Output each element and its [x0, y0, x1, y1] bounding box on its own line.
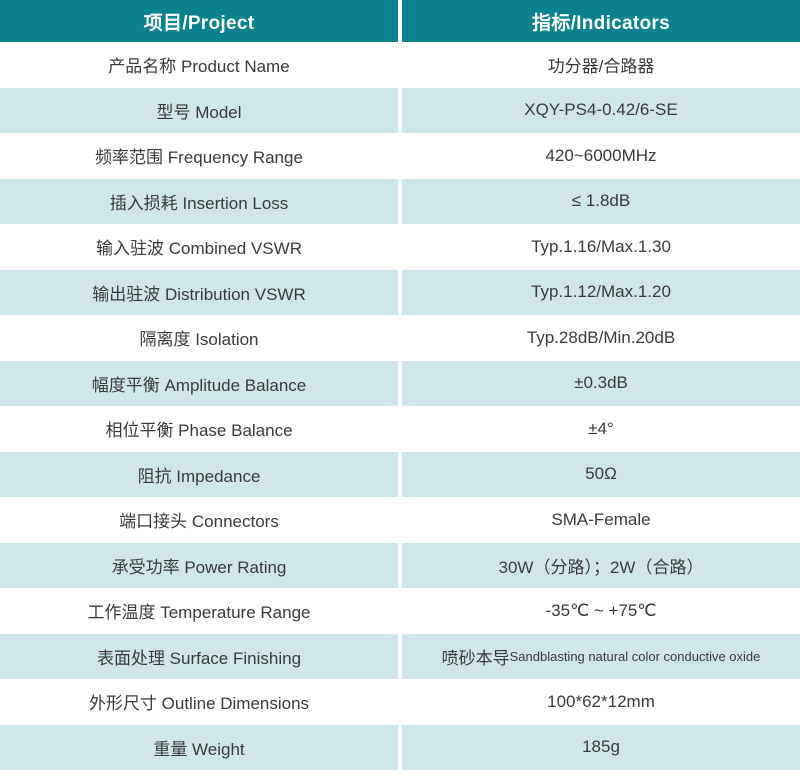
row-value: 420~6000MHz: [402, 133, 800, 179]
row-value: 100*62*12mm: [402, 679, 800, 725]
table-row: 承受功率 Power Rating 30W（分路）；2W（合路）: [0, 542, 800, 588]
table-row: 型号 Model XQY-PS4-0.42/6-SE: [0, 87, 800, 133]
row-value: Typ.1.16/Max.1.30: [402, 224, 800, 270]
table-row: 插入损耗 Insertion Loss ≤ 1.8dB: [0, 178, 800, 224]
row-value: SMA-Female: [402, 497, 800, 543]
table-row: 重量 Weight 185g: [0, 724, 800, 770]
row-value: ±4°: [402, 406, 800, 452]
table-row: 频率范围 Frequency Range 420~6000MHz: [0, 133, 800, 179]
row-label: 输入驻波 Combined VSWR: [0, 224, 398, 270]
header-indicators: 指标/Indicators: [402, 0, 800, 42]
row-value: 50Ω: [402, 451, 800, 497]
table-row: 工作温度 Temperature Range -35℃ ~ +75℃: [0, 588, 800, 634]
row-label: 幅度平衡 Amplitude Balance: [0, 360, 398, 406]
table-row: 产品名称 Product Name 功分器/合路器: [0, 42, 800, 88]
row-label: 阻抗 Impedance: [0, 451, 398, 497]
row-value: Typ.1.12/Max.1.20: [402, 269, 800, 315]
row-label: 输出驻波 Distribution VSWR: [0, 269, 398, 315]
table-row: 端口接头 Connectors SMA-Female: [0, 497, 800, 543]
row-value: ±0.3dB: [402, 360, 800, 406]
row-value: 喷砂本导 Sandblasting natural color conductiv…: [402, 633, 800, 679]
row-label: 隔离度 Isolation: [0, 315, 398, 361]
row-value-cn: 喷砂本导: [441, 648, 510, 668]
row-value: 功分器/合路器: [402, 42, 800, 88]
row-label: 工作温度 Temperature Range: [0, 588, 398, 634]
row-label: 插入损耗 Insertion Loss: [0, 178, 398, 224]
row-value: ≤ 1.8dB: [402, 178, 800, 224]
table-header-row: 项目/Project 指标/Indicators: [0, 0, 800, 42]
row-value-en: Sandblasting natural color conductive ox…: [509, 648, 761, 664]
table-row: 幅度平衡 Amplitude Balance ±0.3dB: [0, 360, 800, 406]
row-value: 185g: [402, 724, 800, 770]
table-body: 产品名称 Product Name 功分器/合路器 型号 Model XQY-PS4-…: [0, 42, 800, 770]
row-label: 产品名称 Product Name: [0, 42, 398, 88]
row-value: -35℃ ~ +75℃: [402, 588, 800, 634]
row-label: 表面处理 Surface Finishing: [0, 633, 398, 679]
row-label: 端口接头 Connectors: [0, 497, 398, 543]
row-label: 频率范围 Frequency Range: [0, 133, 398, 179]
row-label: 相位平衡 Phase Balance: [0, 406, 398, 452]
table-row: 隔离度 Isolation Typ.28dB/Min.20dB: [0, 315, 800, 361]
table-row: 表面处理 Surface Finishing 喷砂本导 Sandblasting n…: [0, 633, 800, 679]
header-project: 项目/Project: [0, 0, 398, 42]
row-value: XQY-PS4-0.42/6-SE: [402, 87, 800, 133]
row-label: 型号 Model: [0, 87, 398, 133]
table-row: 外形尺寸 Outline Dimensions 100*62*12mm: [0, 679, 800, 725]
table-row: 阻抗 Impedance 50Ω: [0, 451, 800, 497]
row-label: 重量 Weight: [0, 724, 398, 770]
table-row: 输入驻波 Combined VSWR Typ.1.16/Max.1.30: [0, 224, 800, 270]
row-label: 外形尺寸 Outline Dimensions: [0, 679, 398, 725]
table-row: 输出驻波 Distribution VSWR Typ.1.12/Max.1.20: [0, 269, 800, 315]
table-row: 相位平衡 Phase Balance ±4°: [0, 406, 800, 452]
row-value: Typ.28dB/Min.20dB: [402, 315, 800, 361]
row-label: 承受功率 Power Rating: [0, 542, 398, 588]
row-value: 30W（分路）；2W（合路）: [402, 542, 800, 588]
